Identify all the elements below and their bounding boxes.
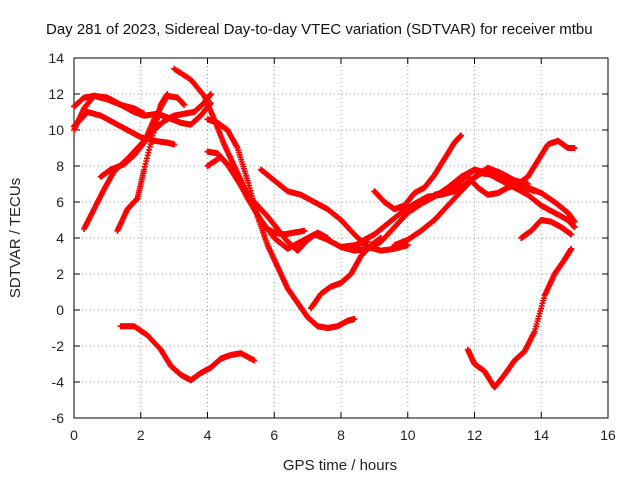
y-tick-label: 12	[48, 86, 64, 102]
data-series	[71, 92, 214, 133]
y-tick-label: 10	[48, 122, 64, 138]
y-tick-label: -6	[52, 410, 65, 426]
x-axis-label: GPS time / hours	[283, 457, 397, 474]
data-points	[71, 65, 578, 391]
x-tick-label: 10	[400, 427, 416, 443]
y-tick-label: 4	[56, 230, 64, 246]
axis-ticks: 0 2 4 6 8 10 12 14 16 -6 -4 -2 0 2 4 6 8 10 12 14	[48, 50, 616, 443]
data-point	[568, 231, 575, 238]
data-point	[171, 141, 178, 148]
data-point	[181, 101, 188, 108]
y-tick-label: 14	[48, 50, 64, 66]
y-tick-label: 2	[56, 266, 64, 282]
data-point	[458, 132, 465, 139]
y-tick-label: 8	[56, 158, 64, 174]
data-series	[518, 217, 575, 241]
data-point	[404, 242, 411, 249]
data-point	[571, 224, 578, 231]
x-tick-label: 4	[204, 427, 212, 443]
y-axis-label: SDTVAR / TECUs	[7, 178, 24, 298]
data-point	[524, 181, 531, 187]
data-series	[257, 166, 411, 254]
data-point	[301, 227, 308, 234]
data-series	[117, 323, 258, 384]
data-series	[114, 91, 171, 234]
data-point	[251, 357, 258, 364]
data-series	[371, 132, 465, 213]
data-point	[568, 245, 575, 252]
x-tick-label: 6	[270, 427, 278, 443]
y-tick-label: -4	[52, 374, 65, 390]
x-tick-label: 12	[467, 427, 483, 443]
data-point	[164, 91, 171, 97]
data-point	[207, 91, 214, 97]
y-tick-label: 0	[56, 302, 64, 318]
x-tick-label: 8	[337, 427, 345, 443]
y-tick-label: -2	[52, 338, 65, 354]
data-series	[204, 116, 358, 331]
x-tick-label: 14	[533, 427, 549, 443]
data-point	[571, 145, 578, 151]
data-series	[464, 137, 578, 198]
data-series	[464, 245, 575, 391]
data-point	[531, 188, 538, 195]
data-point	[351, 316, 358, 322]
chart-title: Day 281 of 2023, Sidereal Day-to-day VTE…	[46, 21, 593, 38]
x-tick-label: 0	[70, 427, 78, 443]
x-tick-label: 2	[137, 427, 145, 443]
y-tick-label: 6	[56, 194, 64, 210]
x-tick-label: 16	[600, 427, 616, 443]
